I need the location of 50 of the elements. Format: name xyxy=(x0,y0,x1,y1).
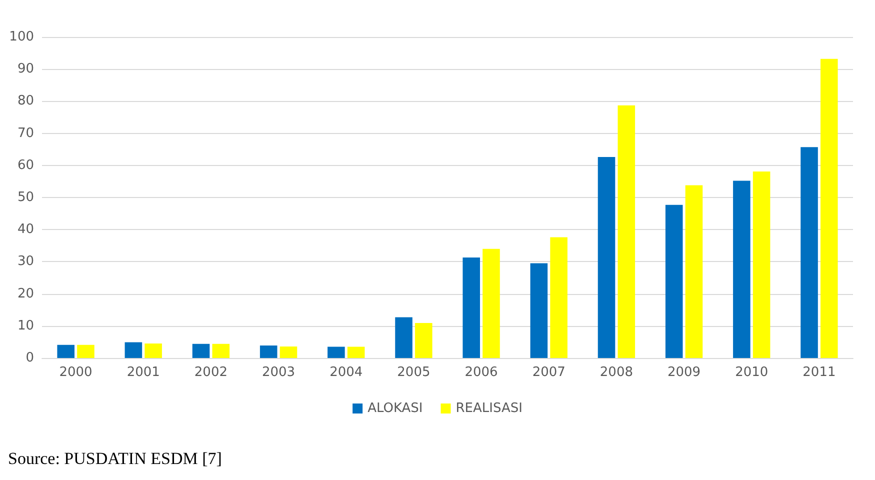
x-tick-label: 2002 xyxy=(194,365,228,380)
x-tick-label: 2001 xyxy=(126,365,160,380)
bar xyxy=(328,346,345,358)
x-tick-label: 2010 xyxy=(735,365,768,380)
x-tick-label: 2011 xyxy=(802,365,836,380)
y-tick-label: 40 xyxy=(17,222,34,238)
x-tick-label: 2007 xyxy=(532,365,566,380)
x-tick-label: 2008 xyxy=(600,365,634,380)
bar xyxy=(144,344,162,358)
x-tick-label: 2004 xyxy=(330,365,363,380)
y-tick-label: 30 xyxy=(17,254,34,270)
x-tick-label: 2003 xyxy=(262,365,296,380)
bar xyxy=(733,180,750,358)
bar xyxy=(462,258,480,358)
bar xyxy=(598,157,616,358)
bar xyxy=(260,345,278,358)
y-tick-label: 70 xyxy=(17,126,34,141)
bar xyxy=(212,344,230,358)
bar xyxy=(124,342,142,358)
bar xyxy=(752,172,770,358)
source-note: Source: PUSDATIN ESDM [7] xyxy=(8,449,222,468)
y-tick-label: 90 xyxy=(17,62,34,77)
bar xyxy=(800,147,818,358)
legend-label: ALOKASI xyxy=(368,401,423,416)
x-tick-label: 2006 xyxy=(464,365,498,380)
bar xyxy=(347,346,365,358)
bar xyxy=(415,323,432,358)
y-tick-label: 10 xyxy=(17,318,34,334)
bar xyxy=(482,248,500,358)
bar xyxy=(665,204,683,358)
y-tick-label: 20 xyxy=(17,286,34,302)
bar xyxy=(280,346,298,358)
bar xyxy=(530,263,548,358)
y-tick-label: 80 xyxy=(17,94,34,109)
y-tick-label: 0 xyxy=(26,350,34,366)
bar xyxy=(57,344,74,358)
x-tick-label: 2000 xyxy=(59,365,92,380)
y-tick-label: 50 xyxy=(17,190,34,205)
y-tick-label: 100 xyxy=(9,30,34,44)
y-tick-label: 60 xyxy=(17,158,34,173)
bar xyxy=(395,317,412,358)
bar xyxy=(685,185,703,358)
bar xyxy=(77,344,94,358)
legend-label: REALISASI xyxy=(456,401,522,416)
bar xyxy=(192,344,210,358)
bar xyxy=(618,105,636,358)
x-tick-label: 2009 xyxy=(667,365,701,380)
bar xyxy=(820,58,838,358)
bar xyxy=(550,237,568,358)
x-tick-label: 2005 xyxy=(397,365,430,380)
